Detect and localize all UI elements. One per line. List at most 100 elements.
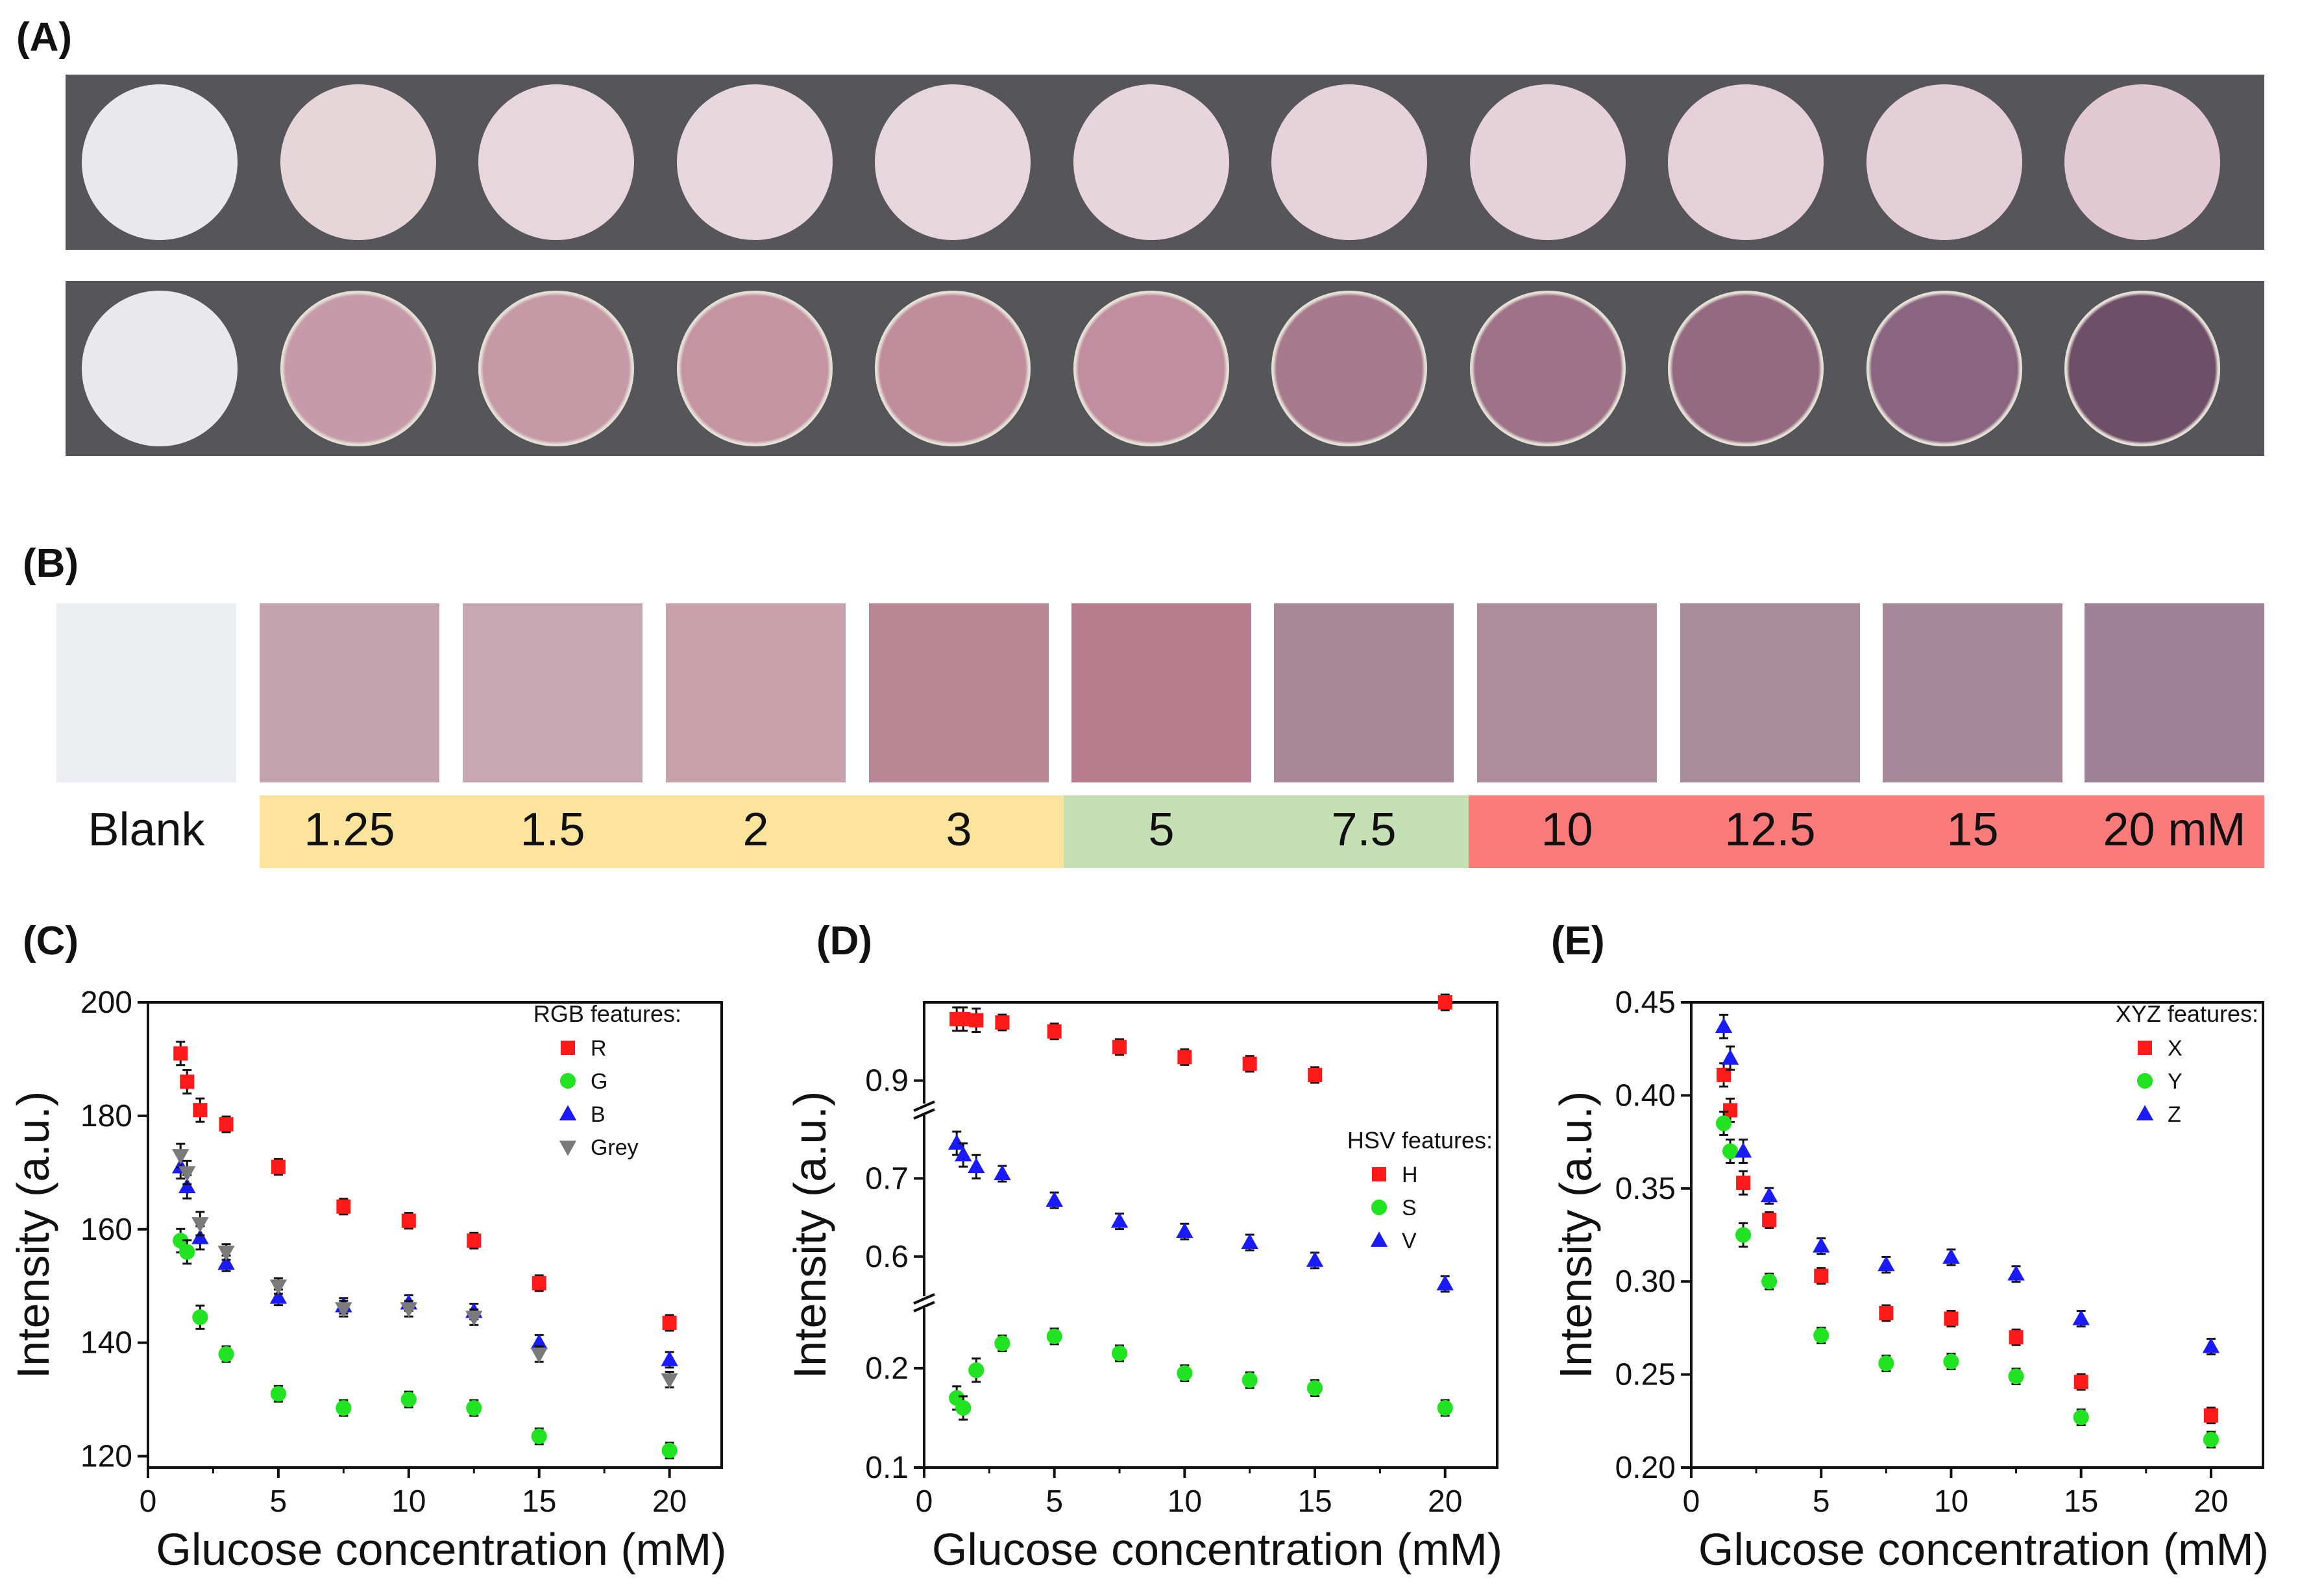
data-point bbox=[193, 1103, 208, 1118]
data-point bbox=[178, 1178, 196, 1194]
y-tick-label: 180 bbox=[80, 1099, 132, 1133]
concentration-label: 20 mM bbox=[2103, 804, 2246, 856]
color-swatch bbox=[463, 603, 642, 782]
data-point bbox=[2008, 1368, 2024, 1384]
data-point bbox=[2073, 1409, 2089, 1425]
concentration-label: 12.5 bbox=[1724, 804, 1816, 856]
data-point bbox=[217, 1254, 235, 1270]
y-tick-label: 0.1 bbox=[865, 1451, 909, 1485]
test-well bbox=[2064, 291, 2220, 446]
y-tick-label: 0.25 bbox=[1615, 1358, 1676, 1392]
data-point bbox=[1736, 1176, 1751, 1191]
data-point bbox=[401, 1213, 416, 1228]
data-point bbox=[661, 1442, 678, 1458]
y-tick-label: 0.9 bbox=[865, 1064, 909, 1098]
test-well bbox=[875, 84, 1031, 240]
y-tick-label: 0.40 bbox=[1615, 1078, 1676, 1113]
test-well bbox=[1668, 84, 1824, 240]
test-well bbox=[478, 84, 634, 240]
data-point bbox=[219, 1117, 234, 1131]
x-tick-label: 20 bbox=[652, 1484, 687, 1519]
data-point bbox=[466, 1400, 482, 1416]
color-swatch bbox=[260, 603, 439, 782]
test-strip-photo-bottom bbox=[66, 281, 2264, 456]
data-point bbox=[1046, 1328, 1062, 1344]
test-well bbox=[280, 84, 436, 240]
data-point bbox=[336, 1400, 352, 1416]
data-point bbox=[2203, 1431, 2220, 1448]
plot-frame bbox=[147, 1001, 723, 1469]
y-axis-title: Intensity (a.u.) bbox=[1550, 1091, 1601, 1379]
data-point bbox=[2009, 1330, 2024, 1345]
data-point bbox=[561, 1041, 575, 1055]
test-well bbox=[1668, 291, 1824, 446]
concentration-label: 2 bbox=[742, 804, 769, 856]
color-swatch bbox=[1680, 603, 1860, 782]
data-point bbox=[1760, 1187, 1778, 1203]
data-point bbox=[2138, 1041, 2152, 1055]
panel-label-e: (E) bbox=[1551, 919, 1605, 963]
y-axis-title: Intensity (a.u.) bbox=[785, 1091, 835, 1379]
data-point bbox=[530, 1348, 548, 1363]
test-well bbox=[82, 291, 238, 446]
data-point bbox=[1943, 1353, 1959, 1370]
data-point bbox=[173, 1046, 188, 1061]
data-point bbox=[270, 1386, 287, 1402]
color-swatch bbox=[1071, 603, 1251, 782]
data-point bbox=[2007, 1264, 2025, 1281]
data-point bbox=[1436, 1275, 1454, 1290]
data-point bbox=[2203, 1408, 2218, 1423]
color-swatch bbox=[1477, 603, 1657, 782]
concentration-range-high bbox=[1469, 795, 2264, 868]
data-point bbox=[661, 1351, 678, 1366]
data-point bbox=[532, 1276, 546, 1290]
data-point bbox=[2202, 1337, 2220, 1353]
x-tick-label: 20 bbox=[2194, 1484, 2228, 1519]
data-point bbox=[271, 1159, 286, 1174]
data-point bbox=[995, 1015, 1010, 1030]
legend-label: R bbox=[591, 1036, 607, 1061]
data-point bbox=[1112, 1039, 1127, 1054]
x-tick-label: 5 bbox=[270, 1484, 287, 1519]
data-point bbox=[1370, 1231, 1388, 1247]
data-point bbox=[179, 1244, 195, 1260]
legend-label: G bbox=[591, 1069, 607, 1094]
test-well bbox=[1469, 84, 1626, 240]
legend-label: Y bbox=[2168, 1069, 2183, 1094]
concentration-label: 7.5 bbox=[1331, 804, 1397, 856]
data-point bbox=[1241, 1233, 1258, 1250]
data-point bbox=[994, 1165, 1011, 1181]
legend-label: Grey bbox=[591, 1135, 639, 1160]
x-axis-title: Glucose concentration (mM) bbox=[1698, 1524, 2269, 1575]
color-swatch bbox=[666, 603, 846, 782]
data-point bbox=[1879, 1305, 1894, 1320]
y-tick-label: 0.30 bbox=[1615, 1264, 1676, 1299]
data-point bbox=[269, 1279, 287, 1295]
data-point bbox=[1371, 1199, 1388, 1216]
panel-label-c: (C) bbox=[23, 919, 79, 963]
data-point bbox=[1308, 1067, 1323, 1082]
legend-label: V bbox=[1402, 1229, 1417, 1253]
data-point bbox=[1110, 1212, 1129, 1228]
data-point bbox=[1734, 1142, 1752, 1158]
data-point bbox=[465, 1311, 483, 1327]
y-tick-label: 160 bbox=[80, 1213, 132, 1247]
data-point bbox=[968, 1362, 985, 1379]
data-point bbox=[1878, 1355, 1894, 1372]
data-point bbox=[269, 1288, 287, 1304]
data-point bbox=[1242, 1372, 1258, 1388]
data-point bbox=[1723, 1103, 1738, 1118]
data-point bbox=[335, 1302, 352, 1318]
test-well bbox=[280, 291, 436, 446]
test-well bbox=[2064, 84, 2220, 240]
data-point bbox=[662, 1316, 677, 1331]
data-point bbox=[1372, 1167, 1386, 1181]
panel-label-d: (D) bbox=[816, 919, 873, 963]
data-point bbox=[955, 1146, 972, 1162]
color-swatch-blank bbox=[56, 603, 236, 782]
test-well bbox=[1866, 84, 2022, 240]
concentration-label: 1.5 bbox=[520, 804, 585, 856]
data-point bbox=[2136, 1105, 2154, 1120]
test-well bbox=[1271, 291, 1427, 446]
